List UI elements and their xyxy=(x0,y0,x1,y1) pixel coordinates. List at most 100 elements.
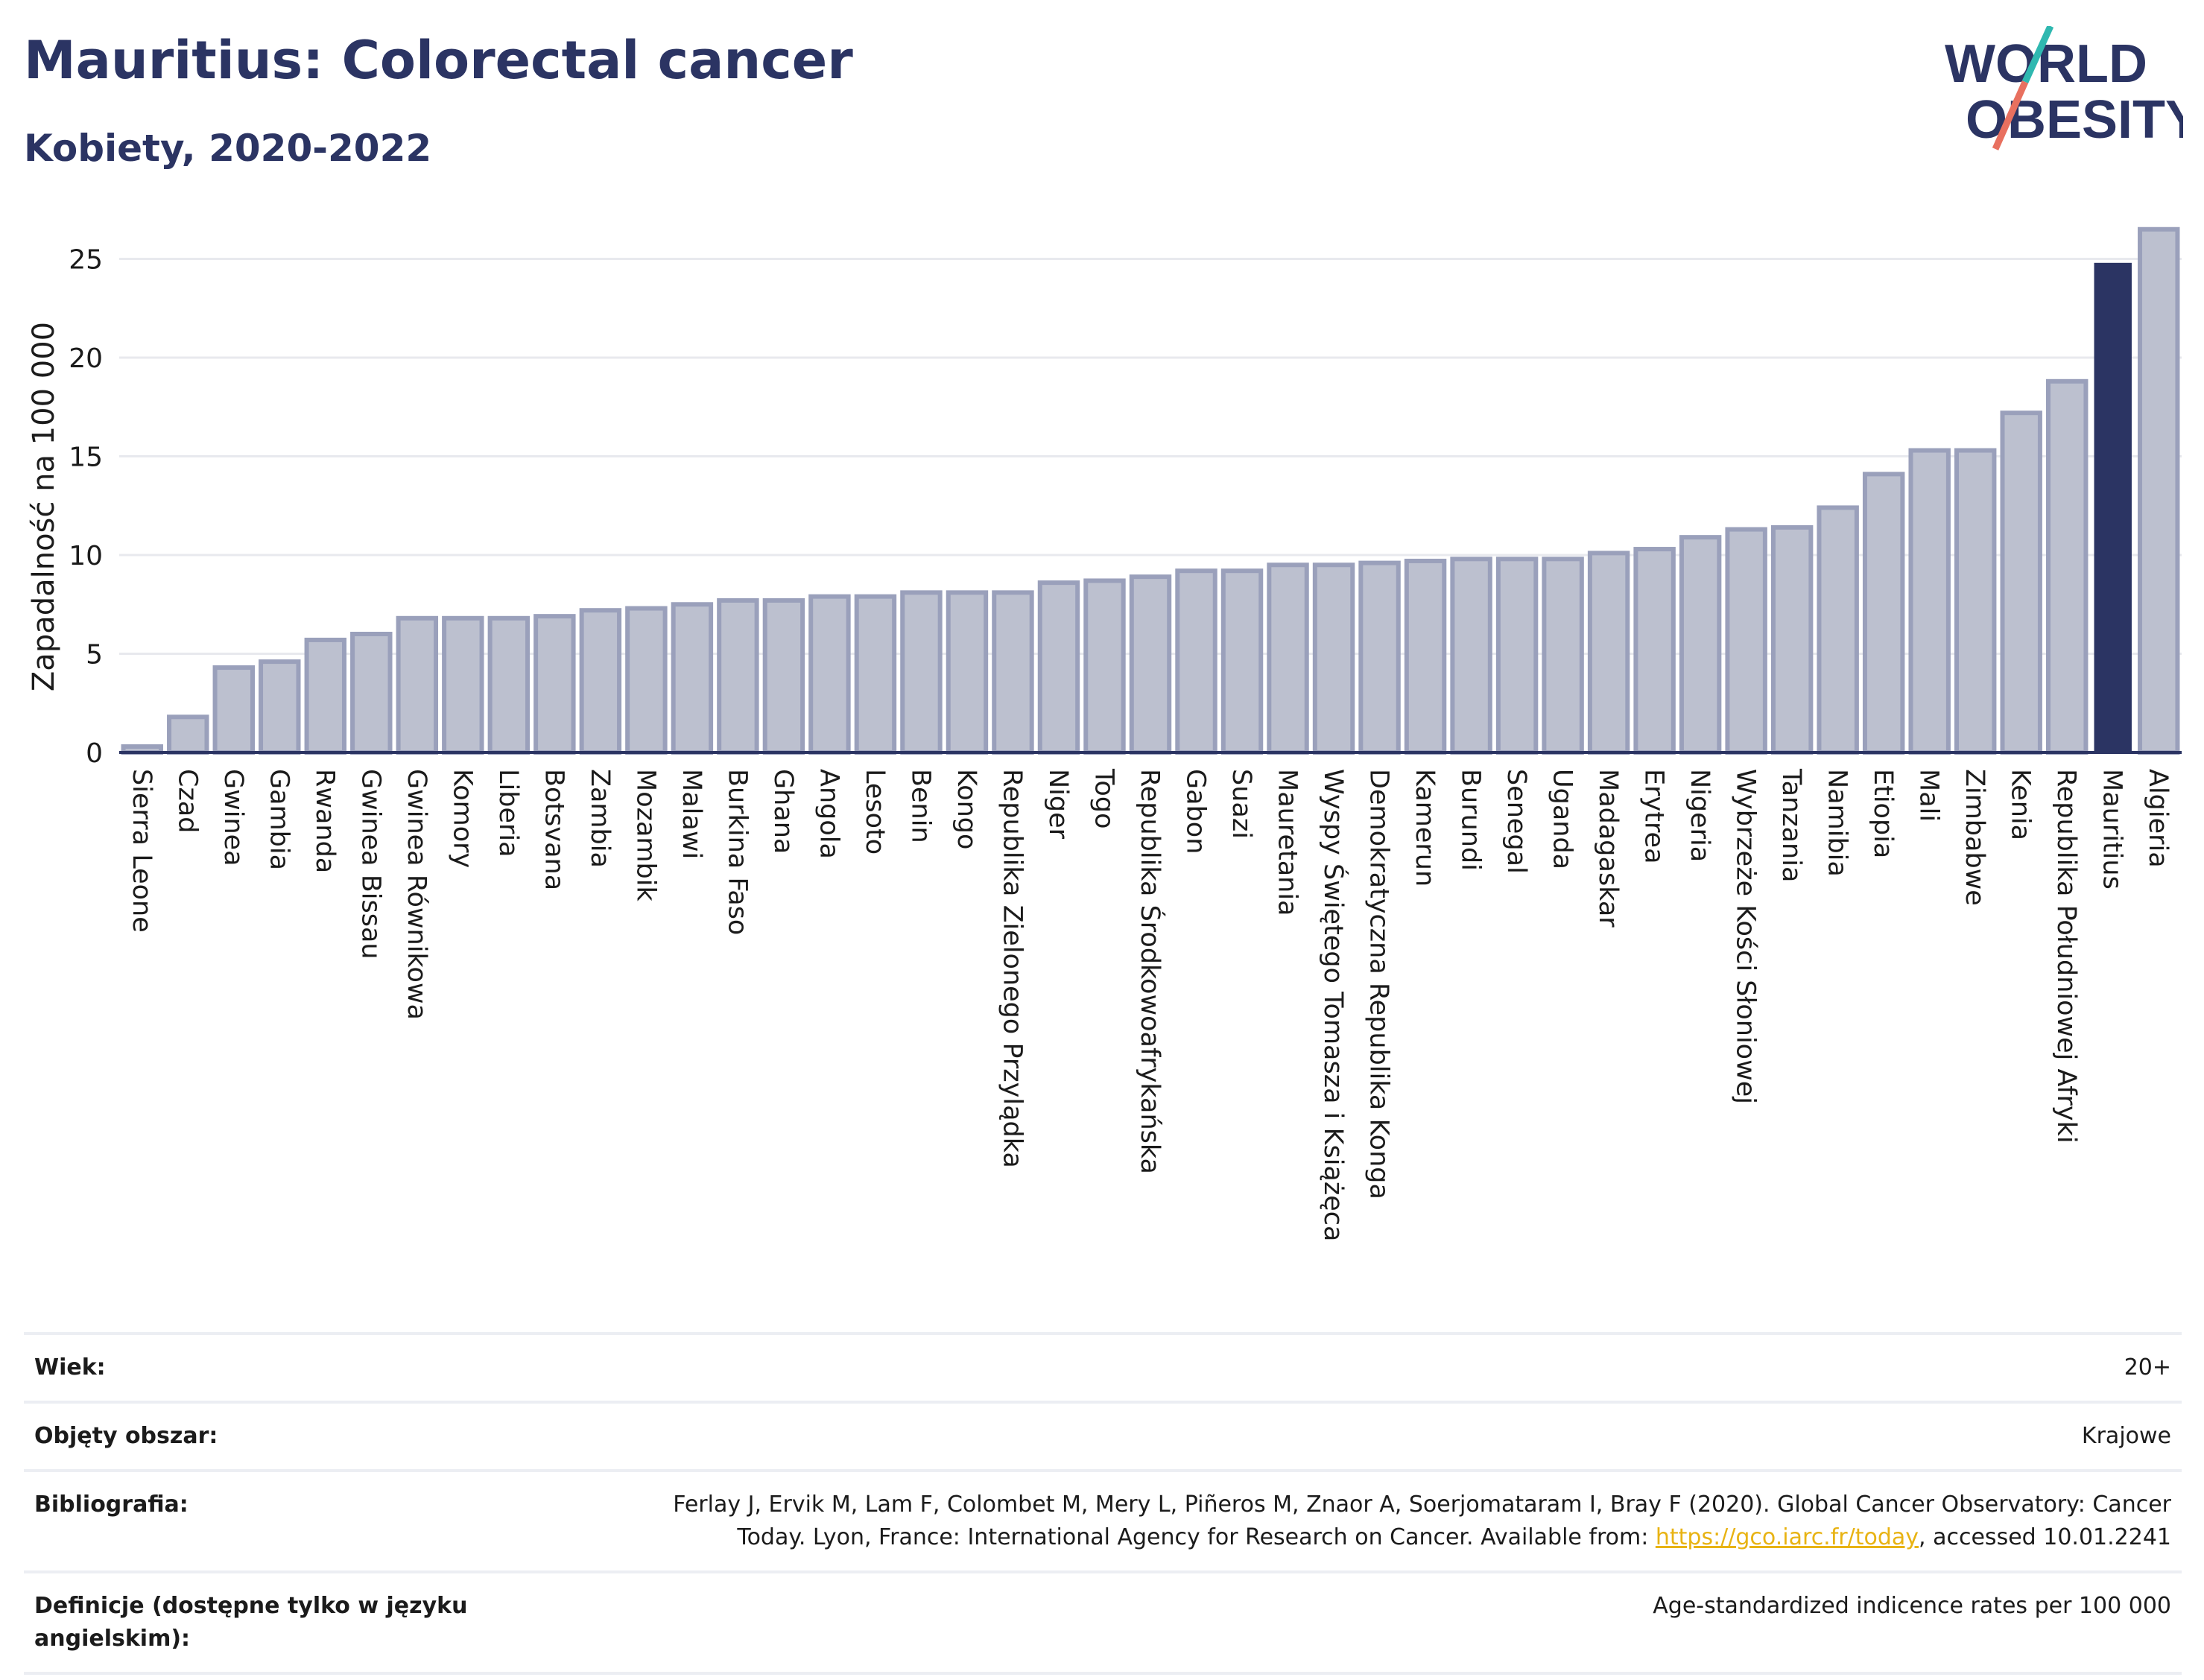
x-tick-label: Etiopia xyxy=(1868,769,1898,858)
bar-15 xyxy=(808,594,851,755)
x-tick-label: Togo xyxy=(1089,768,1118,828)
world-obesity-logo: WORLD OBESITY xyxy=(1945,26,2183,150)
x-tick-label: Mauritius xyxy=(2097,769,2127,890)
y-tick-label: 15 xyxy=(69,443,103,473)
y-tick-label: 10 xyxy=(69,541,103,571)
bibliography-line-1: Ferlay J, Ervik M, Lam F, Colombet M, Me… xyxy=(673,1492,2171,1518)
x-tick-label: Gwinea Równikowa xyxy=(402,769,431,1020)
metadata-table: Wiek: 20+ Objęty obszar: Krajowe Bibliog… xyxy=(24,1332,2182,1675)
logo-slash-teal xyxy=(2021,26,2054,83)
bar-16 xyxy=(854,594,897,755)
x-tick-label: Niger xyxy=(1043,769,1073,840)
bar-24 xyxy=(1220,568,1264,755)
bar-31 xyxy=(1542,557,1584,755)
bar-1 xyxy=(167,714,209,755)
x-tick-label: Demokratyczna Republika Konga xyxy=(1364,769,1394,1199)
bar-19 xyxy=(992,590,1034,755)
logo-slash-coral xyxy=(1992,80,2029,150)
x-tick-label: Czad xyxy=(172,769,202,833)
bar-29 xyxy=(1450,557,1492,755)
meta-row-definitions: Definicje (dostępne tylko w języku angie… xyxy=(24,1570,2182,1675)
meta-value-age: 20+ xyxy=(2124,1354,2171,1381)
x-tick-label: Gabon xyxy=(1181,769,1211,854)
y-tick-label: 25 xyxy=(69,245,103,276)
meta-row-bibliography: Bibliografia: Ferlay J, Ervik M, Lam F, … xyxy=(24,1469,2182,1570)
chart-title: Mauritius: Colorectal cancer xyxy=(24,30,853,91)
bar-chart: 0 5 10 15 20 25 Zapadalność na 100 000 Sierra L… xyxy=(27,226,2182,1241)
x-tick-label: Erytrea xyxy=(1639,769,1669,864)
x-tick-label: Gwinea xyxy=(218,769,248,866)
x-tick-label: Wybrzeże Kości Słoniowej xyxy=(1731,769,1761,1104)
x-tick-label: Gambia xyxy=(264,769,294,870)
x-tick-label: Republika Zielonego Przylądka xyxy=(997,769,1027,1168)
bar-23 xyxy=(1175,568,1217,755)
meta-label-bibliography: Bibliografia: xyxy=(34,1492,189,1518)
bar-20 xyxy=(1037,580,1080,755)
bar-21 xyxy=(1083,578,1126,755)
bar-22 xyxy=(1129,574,1172,755)
bar-12 xyxy=(671,602,714,755)
bar-9 xyxy=(533,614,576,755)
x-tick-label: Mauretania xyxy=(1273,769,1302,916)
bar-4 xyxy=(304,637,347,755)
x-tick-label: Kongo xyxy=(951,769,981,849)
bar-10 xyxy=(579,608,622,755)
x-tick-label: Namibia xyxy=(1823,769,1852,877)
bibliography-line-2-pre: Today. Lyon, France: International Agenc… xyxy=(737,1524,1656,1550)
x-tick-label: Republika Środkowoafrykańska xyxy=(1135,769,1166,1174)
bar-41 xyxy=(2000,411,2042,755)
bar-6 xyxy=(396,615,439,755)
chart-subtitle: Kobiety, 2020-2022 xyxy=(24,127,432,170)
x-tick-label: Angola xyxy=(814,769,843,859)
y-tick-label: 5 xyxy=(86,640,103,671)
bar-38 xyxy=(1862,472,1905,755)
bar-32 xyxy=(1587,551,1630,755)
meta-label-definitions: Definicje (dostępne tylko w języku angie… xyxy=(34,1593,468,1652)
bar-14 xyxy=(762,597,805,755)
x-tick-label: Suazi xyxy=(1226,769,1256,839)
bar-27 xyxy=(1358,560,1401,755)
bar-11 xyxy=(625,606,668,755)
x-tick-label: Gwinea Bissau xyxy=(355,769,385,960)
meta-row-area: Objęty obszar: Krajowe xyxy=(24,1401,2182,1469)
bar-33 xyxy=(1633,547,1676,755)
x-tick-label: Uganda xyxy=(1548,769,1577,869)
bar-35 xyxy=(1725,527,1767,755)
x-tick-label: Burkina Faso xyxy=(722,769,752,935)
y-axis-label: Zapadalność na 100 000 xyxy=(27,322,61,691)
x-tick-label: Botsvana xyxy=(539,769,569,890)
bar-30 xyxy=(1495,557,1539,755)
x-tick-label: Algieria xyxy=(2143,769,2173,868)
x-tick-label: Ghana xyxy=(768,769,798,854)
x-tick-label: Nigeria xyxy=(1685,769,1714,862)
bar-34 xyxy=(1679,535,1722,755)
meta-row-age: Wiek: 20+ xyxy=(24,1332,2182,1401)
x-tick-label: Mali xyxy=(1914,769,1944,822)
bar-36 xyxy=(1770,524,1814,755)
x-tick-label: Benin xyxy=(905,769,935,843)
y-tick-label: 20 xyxy=(69,343,103,374)
x-tick-label: Lesoto xyxy=(860,769,890,855)
x-tick-label: Madagaskar xyxy=(1593,769,1623,928)
bibliography-link[interactable]: https://gco.iarc.fr/today xyxy=(1655,1524,1919,1550)
meta-value-area: Krajowe xyxy=(2081,1423,2171,1449)
meta-value-definitions: Age-standardized indicence rates per 100… xyxy=(1653,1593,2171,1619)
bar-44 xyxy=(2138,226,2180,755)
bar-25 xyxy=(1267,562,1309,755)
meta-value-bibliography: Ferlay J, Ervik M, Lam F, Colombet M, Me… xyxy=(662,1472,2182,1570)
bar-3 xyxy=(259,659,301,755)
x-tick-label: Senegal xyxy=(1501,769,1531,874)
x-tick-label: Tanzania xyxy=(1776,768,1806,882)
x-tick-label: Rwanda xyxy=(310,769,340,873)
x-tick-label: Wyspy Świętego Tomasza i Książęca xyxy=(1318,769,1349,1241)
bar-39 xyxy=(1908,448,1951,755)
meta-label-age: Wiek: xyxy=(34,1354,106,1381)
bar-40 xyxy=(1954,448,1997,755)
bar-5 xyxy=(350,632,393,755)
bar-18 xyxy=(946,590,989,755)
bar-17 xyxy=(900,590,943,755)
bar-26 xyxy=(1312,562,1355,755)
y-tick-label: 0 xyxy=(86,738,103,769)
x-tick-label: Kenia xyxy=(2006,769,2036,840)
bar-28 xyxy=(1404,558,1447,755)
